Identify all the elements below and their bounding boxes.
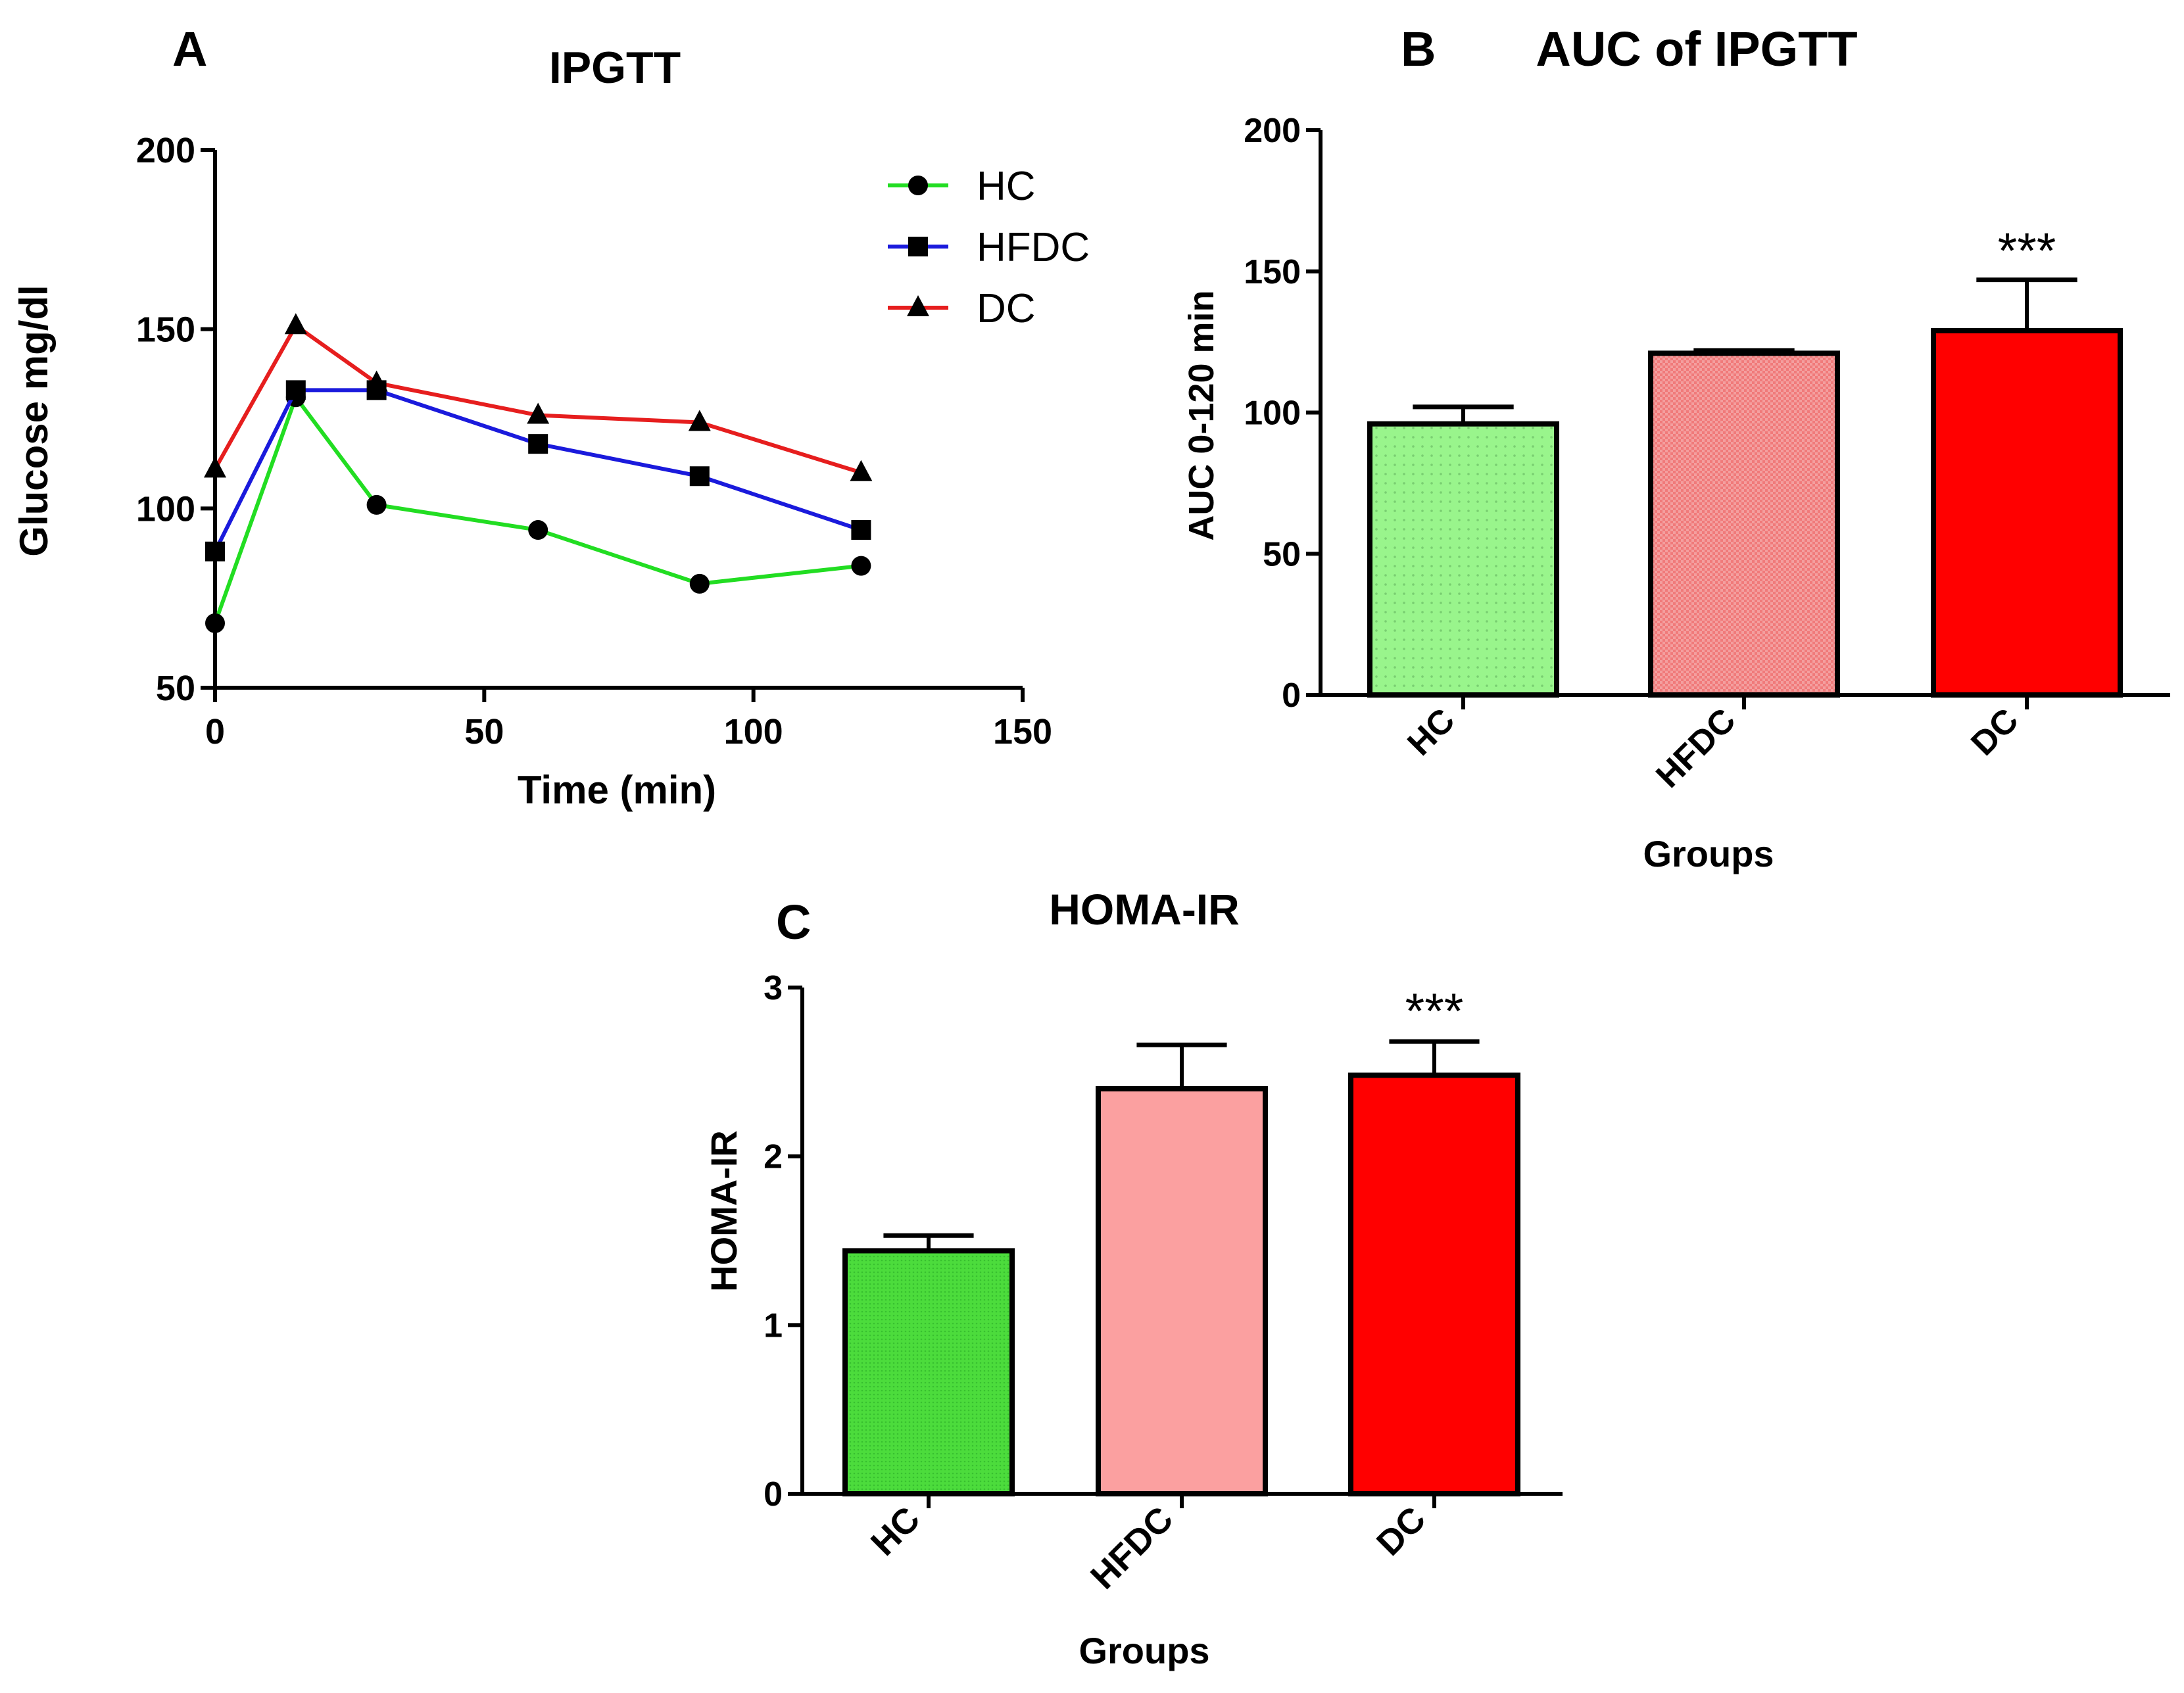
panel-a-xlabel: Time (min)	[518, 768, 716, 812]
c-bar-texture-hc	[848, 1253, 1009, 1491]
panel-b-xlabel: Groups	[1643, 833, 1774, 874]
a-x-tick-label: 0	[205, 712, 225, 751]
a-point-hc	[851, 556, 871, 576]
panel-c: C HOMA-IR HOMA-IR Groups 0 1 2 3 HC HFDC DC **…	[703, 885, 1563, 1671]
c-category-label-hfdc: HFDC	[1083, 1499, 1180, 1596]
b-bar-texture-hfdc	[1653, 356, 1835, 692]
a-legend-marker-dc	[907, 295, 929, 316]
b-significance-dc: ***	[1998, 224, 2056, 279]
b-y-tick-label: 100	[1244, 394, 1301, 433]
b-category-label-hc: HC	[1400, 701, 1462, 763]
a-legend-label-dc: DC	[977, 286, 1036, 331]
a-point-hfdc	[366, 380, 387, 400]
a-legend-marker-hc	[908, 176, 928, 195]
a-line-hc	[213, 395, 861, 624]
c-bar-group-dc: ***	[1348, 984, 1520, 1496]
a-point-dc	[204, 456, 226, 478]
a-x-tick-label: 100	[724, 712, 783, 751]
a-series-dc	[204, 313, 873, 481]
panel-a-letter: A	[172, 22, 207, 76]
b-bar-dc	[1931, 327, 2123, 698]
a-series-hfdc	[205, 380, 871, 561]
a-series-hc	[205, 387, 871, 633]
panel-c-xlabel: Groups	[1079, 1630, 1209, 1671]
a-point-dc	[527, 402, 550, 424]
panel-a-legend: HC HFDC DC	[888, 164, 1090, 331]
a-point-hc	[528, 520, 548, 540]
c-y-tick-label: 3	[764, 969, 783, 1007]
panel-a: A IPGTT Glucose mg/dl Time (min) 50 100 15…	[12, 22, 1090, 812]
a-y-tick-label: 100	[136, 489, 195, 529]
a-legend-label-hfdc: HFDC	[977, 225, 1090, 270]
b-y-tick-label: 150	[1244, 253, 1301, 291]
a-point-dc	[688, 410, 711, 431]
c-bar-hfdc	[1096, 1086, 1268, 1496]
panel-a-ylabel: Glucose mg/dl	[12, 285, 56, 556]
panel-c-title: HOMA-IR	[1049, 885, 1240, 934]
c-significance-dc: ***	[1405, 984, 1464, 1039]
a-legend-marker-hfdc	[908, 237, 928, 256]
a-point-hc	[366, 494, 387, 515]
c-y-tick-label: 1	[764, 1306, 783, 1345]
panel-b-letter: B	[1401, 22, 1436, 76]
b-y-tick-label: 0	[1282, 677, 1301, 715]
a-y-tick-label: 150	[136, 310, 195, 350]
panel-b-ticks: 0 50 100 150 200 HC HFDC DC	[1244, 112, 2029, 796]
a-point-hfdc	[285, 380, 306, 400]
c-y-tick-label: 0	[764, 1475, 783, 1514]
panel-b-bars: ***	[1367, 224, 2123, 698]
b-bar-group-dc: ***	[1931, 224, 2123, 698]
panel-a-title: IPGTT	[549, 43, 681, 93]
a-line-dc	[213, 323, 862, 475]
panel-b-ylabel: AUC 0-120 min	[1182, 290, 1221, 540]
c-category-label-dc: DC	[1369, 1499, 1434, 1563]
a-y-tick-label: 50	[156, 669, 195, 708]
c-y-tick-label: 2	[764, 1138, 783, 1176]
b-category-label-hfdc: HFDC	[1649, 701, 1743, 795]
a-point-hfdc	[689, 466, 710, 487]
a-y-tick-label: 200	[136, 131, 195, 170]
panel-c-bars: ***	[842, 984, 1520, 1497]
a-point-hfdc	[851, 520, 871, 540]
panel-a-axes	[213, 150, 1023, 690]
b-y-tick-label: 200	[1244, 112, 1301, 150]
a-point-hfdc	[205, 541, 225, 561]
b-bar-texture-hc	[1372, 426, 1554, 692]
c-bar-dc	[1348, 1072, 1520, 1496]
b-category-label-dc: DC	[1964, 701, 2026, 763]
panel-b: B AUC of IPGTT AUC 0-120 min Groups 0 50 1…	[1182, 22, 2170, 874]
a-point-dc	[284, 313, 307, 335]
a-point-hfdc	[528, 434, 548, 454]
a-x-tick-label: 50	[464, 712, 504, 751]
c-bar-group-hfdc	[1096, 1042, 1268, 1496]
c-bar-group-hc	[842, 1233, 1015, 1497]
b-bar-group-hfdc	[1648, 348, 1840, 698]
a-point-hc	[689, 573, 710, 594]
a-x-tick-label: 150	[993, 712, 1052, 751]
panel-c-ylabel: HOMA-IR	[703, 1130, 744, 1292]
panel-a-ticks: 50 100 150 200 0 50 100 150	[136, 131, 1052, 751]
a-legend-label-hc: HC	[977, 164, 1036, 209]
b-y-tick-label: 50	[1263, 535, 1301, 573]
panel-c-letter: C	[776, 895, 811, 949]
panel-a-series	[204, 313, 873, 633]
panel-b-title: AUC of IPGTT	[1536, 22, 1857, 76]
b-bar-group-hc	[1367, 404, 1559, 698]
a-point-hc	[205, 613, 225, 633]
c-category-label-hc: HC	[863, 1499, 928, 1563]
a-point-dc	[850, 460, 873, 481]
a-line-hfdc	[213, 388, 862, 553]
